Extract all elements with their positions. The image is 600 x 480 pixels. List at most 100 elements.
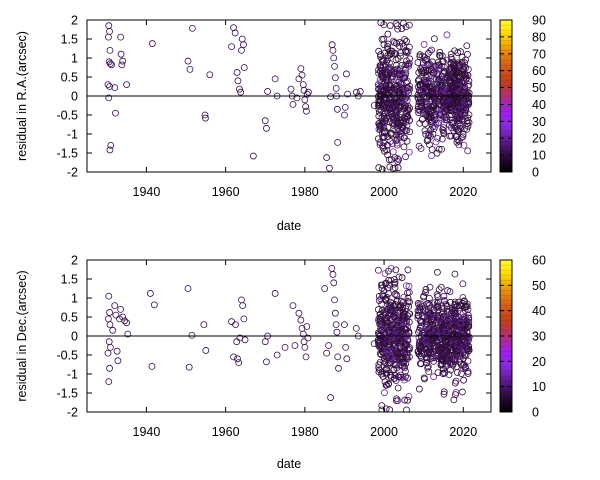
dec-data-point [380,336,388,344]
ra-data-point [465,77,473,85]
ra-x-tick-label: 1980 [291,185,319,199]
ra-data-point [392,61,400,69]
dec-data-point [456,355,464,363]
dec-data-point [385,276,392,284]
ra-data-point [271,75,279,83]
dec-data-point [387,354,395,361]
ra-data-point [453,68,461,75]
dec-data-point [399,309,407,316]
dec-data-point [448,333,456,341]
ra-data-point [323,154,331,161]
ra-data-point [422,86,430,94]
dec-data-point [430,354,438,362]
ra-data-point [443,31,451,39]
dec-data-point [331,309,339,317]
ra-data-point [261,117,269,125]
ra-data-point [459,133,467,141]
ra-data-point [383,68,391,76]
dec-y-tick-label: 0 [71,330,78,344]
dec-data-point [384,319,392,326]
dec-data-point [451,379,459,387]
dec-data-point [442,337,450,344]
dec-data-point [325,342,333,349]
ra-data-point [394,164,402,172]
ra-data-point [379,61,387,69]
ra-data-point [400,119,407,127]
ra-data-point [104,81,112,88]
dec-data-point [386,406,394,412]
ra-data-point [188,24,196,32]
dec-data-point [402,373,409,381]
dec-data-point [384,346,391,354]
ra-data-point [391,81,399,89]
ra-data-point [435,145,443,153]
dec-x-tick-label: 1980 [291,425,319,439]
dec-data-point [375,364,383,371]
dec-data-point [398,274,406,281]
ra-data-point [425,113,433,121]
dec-data-point [329,271,337,278]
dec-data-point [459,294,467,301]
ra-data-point [386,47,394,55]
dec-data-point [417,307,425,315]
ra-y-tick-label: -2 [67,166,78,180]
dec-data-point [388,321,396,329]
dec-data-point [383,381,391,389]
dec-data-point [426,283,434,291]
ra-data-point [405,59,413,67]
dec-data-point [457,322,465,330]
dec-data-point [440,365,447,373]
dec-data-point [112,311,120,319]
ra-data-point [400,134,408,142]
ra-data-point [449,119,457,126]
dec-data-point [299,330,307,338]
dec-data-point [386,330,394,338]
ra-data-point [329,47,337,54]
ra-data-point [386,22,394,29]
dec-data-point [425,302,432,309]
ra-data-point [464,122,472,130]
dec-data-point [387,301,395,309]
dec-colorbar: 0 10 20 30 40 50 60 [499,254,546,420]
dec-colorbar-tick-label: 30 [532,330,546,344]
ra-colorbar-tick-label: 40 [532,98,546,112]
ra-data-point [105,22,113,30]
ra-data-point [287,85,295,93]
ra-data-point [460,141,468,149]
dec-data-point [453,343,461,350]
ra-data-point [414,59,422,66]
ra-data-point [391,134,398,142]
dec-data-point [114,357,122,365]
ra-data-point [374,135,382,143]
ra-data-point [394,129,402,137]
dec-data-point [263,358,270,366]
ra-data-point [202,114,209,122]
dec-data-point [422,286,430,293]
ra-data-point [439,81,446,89]
dec-data-point [323,349,331,357]
dec-data-point [423,356,431,363]
ra-data-point [382,116,390,124]
ra-data-point [392,50,400,58]
ra-x-tick-label: 2000 [370,185,398,199]
dec-data-point [438,323,446,331]
ra-data-point [427,66,435,74]
dec-data-point [117,305,125,313]
dec-data-point [459,388,466,396]
dec-data-point [383,370,391,378]
dec-data-point [388,354,396,362]
dec-data-point [381,389,388,397]
ra-data-point [249,152,257,160]
dec-markers [104,264,473,412]
dec-data-point [331,296,338,304]
ra-data-point [443,113,450,121]
ra-y-tick-label: 0 [71,90,78,104]
ra-data-point [462,56,470,64]
dec-data-point [421,289,429,296]
dec-data-point [404,298,412,305]
dec-data-point [460,316,468,324]
dec-data-point [234,355,241,363]
ra-data-point [415,142,423,150]
